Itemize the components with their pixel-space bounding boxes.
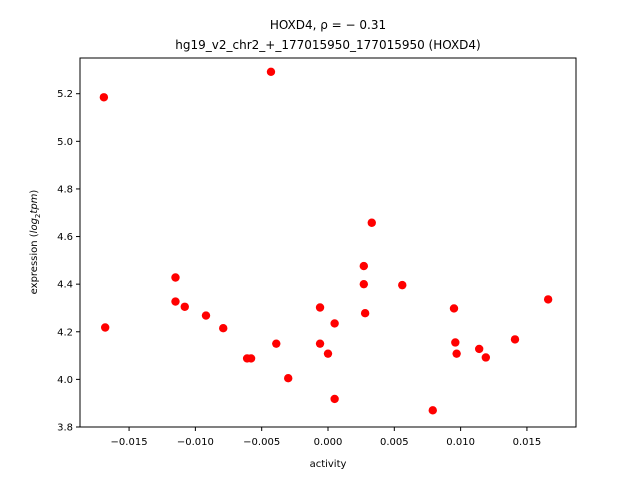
- data-point: [266, 67, 276, 77]
- data-point: [246, 354, 256, 363]
- data-point: [452, 349, 461, 358]
- data-point: [315, 339, 325, 348]
- data-point: [451, 338, 460, 347]
- chart-title-line1: HOXD4, ρ = − 0.31: [270, 18, 386, 32]
- x-tick-label: −0.010: [177, 437, 214, 448]
- y-tick-label: 4.8: [57, 184, 73, 195]
- y-tick-label: 4.6: [57, 232, 73, 243]
- x-tick-label: 0.005: [380, 437, 409, 448]
- axes-frame: [79, 57, 577, 428]
- y-axis-label-prefix: expression (: [29, 233, 40, 294]
- y-tick-label: 4.0: [57, 375, 73, 386]
- x-tick-label: 0.010: [446, 437, 475, 448]
- y-tick-label: 4.4: [57, 280, 73, 291]
- y-tick-label: 5.2: [57, 89, 73, 100]
- data-point: [284, 373, 293, 383]
- x-axis-label: activity: [310, 459, 347, 470]
- data-point: [367, 218, 376, 227]
- data-point: [219, 324, 228, 333]
- x-tick-label: −0.005: [243, 437, 280, 448]
- data-point: [330, 394, 339, 404]
- chart-title-line2: hg19_v2_chr2_+_177015950_177015950 (HOXD…: [175, 38, 480, 52]
- data-point: [474, 344, 484, 354]
- x-tick-label: 0.000: [314, 437, 343, 448]
- data-point: [481, 353, 491, 362]
- data-point: [359, 261, 369, 271]
- data-point: [272, 339, 281, 348]
- x-tick-label: −0.015: [111, 437, 148, 448]
- data-point: [323, 349, 333, 358]
- data-point: [359, 279, 369, 289]
- y-tick-label: 5.0: [57, 137, 73, 148]
- data-point: [171, 297, 180, 306]
- data-point: [360, 309, 370, 318]
- data-point: [100, 323, 110, 332]
- data-point: [330, 319, 339, 328]
- y-axis-label-subscript: 2: [34, 214, 42, 218]
- data-point: [428, 406, 437, 415]
- y-axis-label: expression (log2tpm): [29, 190, 42, 295]
- data-point: [510, 335, 520, 344]
- data-point: [99, 93, 109, 102]
- data-point: [201, 311, 211, 320]
- y-tick-label: 4.2: [57, 327, 73, 338]
- y-axis-label-tpm: tpm: [29, 193, 40, 213]
- plot-area: −0.015 −0.010 −0.005 0.000 0.005 0.010 0.015 3.…: [57, 67, 553, 448]
- data-point: [543, 295, 553, 304]
- data-point: [398, 280, 407, 290]
- y-tick-label: 3.8: [57, 423, 73, 434]
- y-axis-label-suffix: ): [29, 190, 40, 194]
- data-point: [171, 273, 180, 282]
- data-point: [180, 302, 189, 311]
- data-point: [449, 304, 459, 313]
- data-point: [315, 303, 325, 312]
- y-axis-label-log: log: [29, 218, 40, 233]
- x-tick-label: 0.015: [513, 437, 542, 448]
